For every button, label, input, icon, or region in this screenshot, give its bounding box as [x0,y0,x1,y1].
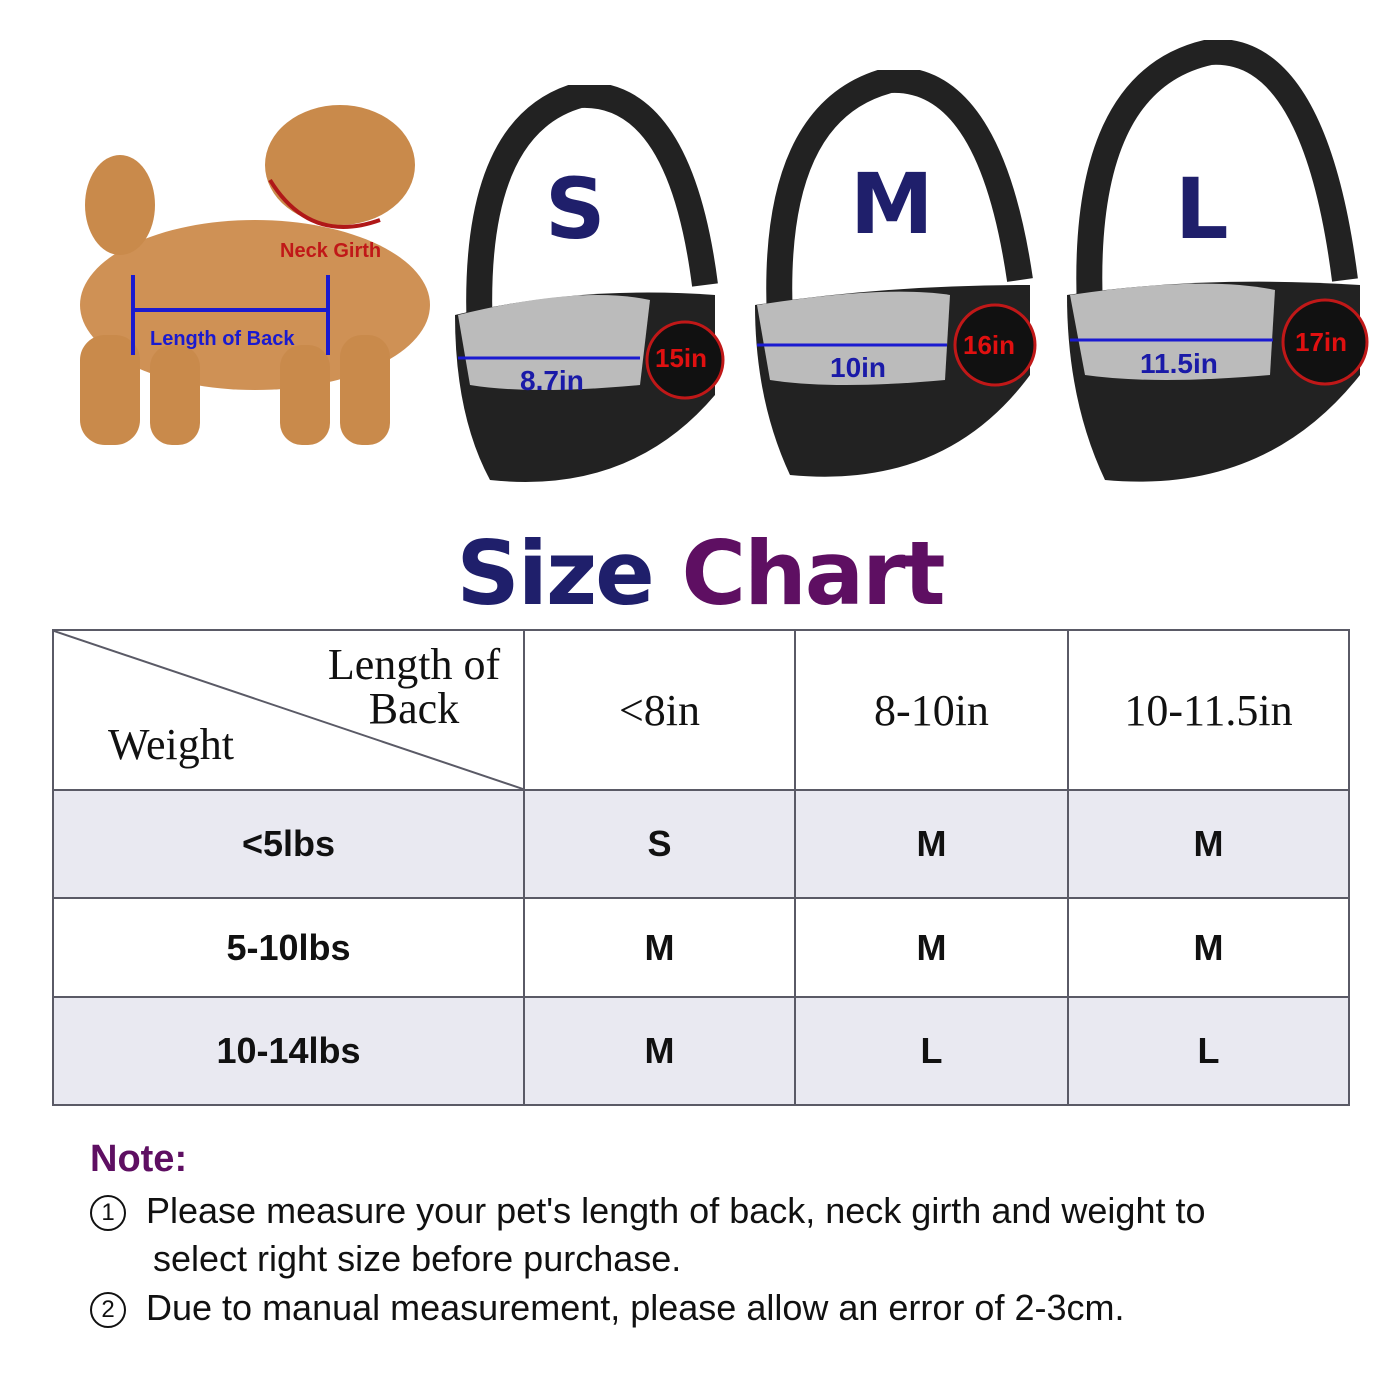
bag-m-image [755,66,1037,477]
bag-s-image [455,81,725,482]
dog-illustration: Neck Girth Length of Back [40,95,460,465]
corner-top-label: Length of Back [327,640,501,733]
size-letter-l: L [1175,160,1229,258]
note-text: Due to manual measurement, please allow … [146,1287,1125,1328]
weight-cell: 10-14lbs [52,996,525,1106]
bag-l-length: 11.5in [1140,348,1218,379]
bag-l-image [1067,38,1369,482]
note-title: Note: [90,1138,188,1180]
size-cell: M [523,996,796,1106]
corner-bottom-label: Weight [108,720,234,769]
bag-m-neck: 16in [963,330,1016,360]
title-size: Size [456,522,654,625]
table-header-row: Length of Back Weight <8in 8-10in 10-11.… [52,629,1350,791]
circled-number-1: 1 [90,1195,126,1232]
column-header: 10-11.5in [1067,629,1350,791]
note-text: Please measure your pet's length of back… [146,1190,1206,1231]
size-cell: M [1067,789,1350,899]
diagonal-divider [54,631,523,789]
table-row: <5lbs S M M [52,789,1350,899]
size-cell: M [794,897,1069,998]
size-letter-s: S [545,160,606,258]
bag-m: M 10in 16in [735,66,1045,490]
size-cell: M [1067,897,1350,998]
table-row: 5-10lbs M M M [52,897,1350,998]
weight-cell: 5-10lbs [52,897,525,998]
circled-number-2: 2 [90,1292,126,1329]
column-header: 8-10in [794,629,1069,791]
bag-l: L 11.5in 17in [1045,38,1375,490]
note-item-2: 2 Due to manual measurement, please allow… [90,1287,1124,1329]
size-cell: L [1067,996,1350,1106]
note-item-1-continued: select right size before purchase. [153,1238,682,1279]
neck-girth-label: Neck Girth [280,240,382,262]
bag-l-neck: 17in [1295,327,1348,357]
bag-m-length: 10in [830,352,887,383]
column-header: <8in [523,629,796,791]
title-chart: Chart [681,522,946,625]
size-letter-m: M [850,155,934,253]
size-cell: M [794,789,1069,899]
corner-cell: Length of Back Weight [52,629,525,791]
page-title: Size Chart [0,522,1400,625]
weight-cell: <5lbs [52,789,525,899]
bag-s-length: 8.7in [520,365,584,396]
size-chart-table: Length of Back Weight <8in 8-10in 10-11.… [52,629,1350,1106]
table-row: 10-14lbs M L L [52,996,1350,1106]
poodle-image [80,105,430,445]
size-cell: S [523,789,796,899]
bag-s-neck: 15in [655,343,708,373]
size-cell: M [523,897,796,998]
bag-s: S 8.7in 15in [430,81,730,495]
length-of-back-label: Length of Back [150,328,295,350]
note-item-1: 1 Please measure your pet's length of bac… [90,1190,1206,1232]
size-cell: L [794,996,1069,1106]
